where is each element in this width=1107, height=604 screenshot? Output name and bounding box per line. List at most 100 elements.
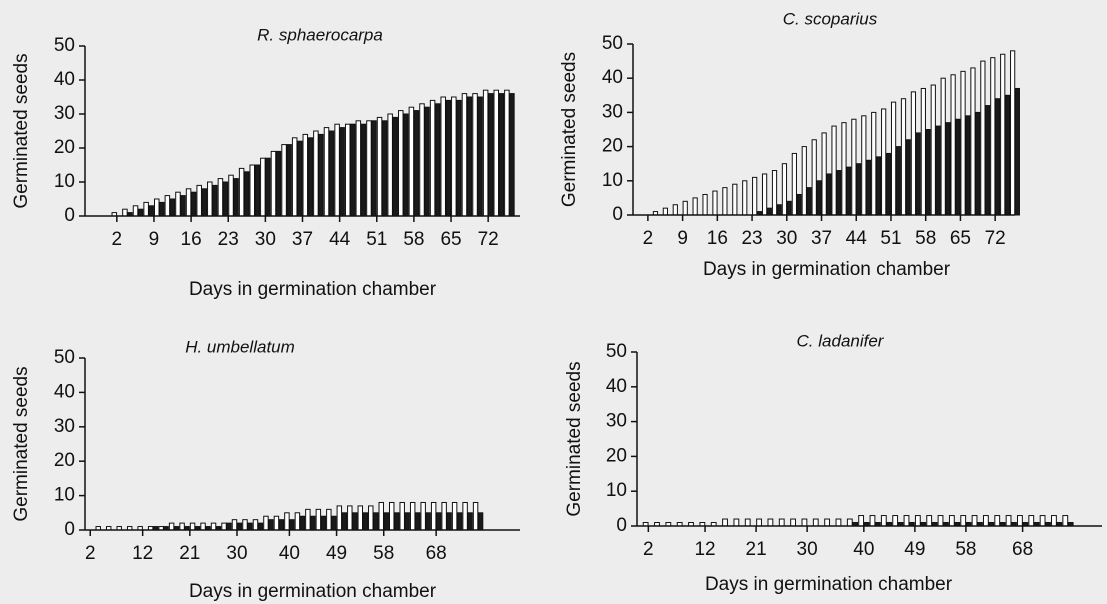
bar — [440, 96, 446, 217]
bar — [179, 522, 185, 531]
x-tick-label: 58 — [955, 539, 976, 560]
x-tick-label: 49 — [326, 543, 347, 564]
bar — [781, 163, 788, 216]
bar — [289, 519, 295, 531]
x-tick-label: 68 — [1012, 539, 1033, 560]
y-tick-label: 20 — [606, 445, 627, 466]
x-tick-label: 9 — [149, 229, 160, 250]
bar — [885, 152, 891, 216]
bar — [228, 174, 234, 217]
bar — [712, 190, 718, 216]
bar — [360, 123, 367, 217]
bar — [831, 125, 837, 216]
bar — [430, 501, 437, 531]
y-axis-label: Germinated seeds — [564, 361, 585, 516]
bar — [164, 195, 171, 217]
x-tick-label: 12 — [132, 543, 153, 564]
bar — [926, 515, 933, 527]
bar — [222, 181, 229, 217]
bar — [1014, 87, 1020, 216]
bar — [776, 204, 782, 216]
bar — [811, 139, 817, 216]
bar — [392, 116, 398, 217]
x-tick-label: 44 — [329, 229, 351, 250]
bar — [786, 200, 792, 216]
bar — [467, 512, 473, 531]
bar — [950, 74, 956, 216]
x-tick-label: 51 — [880, 228, 901, 249]
y-tick-label: 50 — [606, 341, 627, 362]
bar — [221, 522, 227, 531]
bar — [341, 512, 348, 531]
x-tick-label: 72 — [985, 228, 1006, 249]
bar — [190, 191, 197, 217]
bar — [1028, 515, 1035, 527]
bar — [1000, 53, 1006, 216]
bar — [990, 57, 996, 216]
x-axis-label: Days in germination chamber — [189, 581, 437, 602]
x-axis-label: Days in germination chamber — [705, 574, 953, 595]
bar — [940, 77, 946, 216]
chart-title: H. umbellatum — [185, 337, 295, 356]
bar — [446, 512, 452, 531]
bar — [148, 205, 154, 217]
bar — [472, 93, 478, 217]
bar — [692, 197, 698, 216]
bar — [456, 512, 463, 531]
bar — [816, 180, 822, 216]
bar — [207, 181, 213, 217]
bar — [971, 515, 978, 527]
bar — [334, 123, 340, 217]
bar — [790, 518, 796, 527]
x-tick-label: 9 — [677, 228, 688, 249]
bar — [350, 123, 356, 217]
bar — [243, 171, 250, 217]
bar — [284, 512, 290, 531]
bar — [185, 188, 192, 217]
bar — [381, 120, 388, 217]
bar — [355, 120, 362, 217]
bar — [318, 133, 324, 217]
bar — [328, 130, 335, 217]
bar — [960, 515, 967, 527]
bar — [344, 123, 351, 217]
bar — [231, 519, 238, 531]
bar — [201, 188, 207, 217]
bar — [771, 170, 778, 216]
bar — [801, 146, 807, 216]
bar — [362, 512, 368, 531]
bar — [434, 103, 441, 217]
bar — [914, 515, 921, 527]
y-tick-label: 50 — [602, 33, 623, 54]
y-tick-label: 0 — [64, 205, 75, 226]
bar — [263, 515, 269, 531]
bar — [955, 118, 961, 216]
bar — [812, 518, 819, 527]
bar — [268, 519, 274, 531]
bar — [1062, 515, 1069, 527]
bar — [429, 99, 436, 217]
bar — [315, 508, 322, 531]
bar — [732, 183, 738, 216]
y-tick-label: 20 — [54, 450, 75, 471]
x-tick-label: 16 — [181, 229, 202, 250]
x-tick-label: 58 — [373, 543, 394, 564]
bar — [419, 103, 425, 217]
bar — [451, 96, 457, 217]
bar — [378, 501, 384, 531]
bar — [175, 191, 181, 217]
bar — [892, 515, 899, 527]
bar — [210, 522, 217, 531]
bar — [920, 87, 926, 216]
y-tick-label: 20 — [602, 136, 623, 157]
bar — [801, 518, 808, 527]
bar — [357, 505, 364, 531]
x-tick-label: 21 — [179, 543, 200, 564]
bar — [180, 195, 186, 217]
bar — [472, 501, 479, 531]
y-axis-label: Germinated seeds — [11, 366, 32, 521]
bar — [404, 512, 410, 531]
bar — [366, 120, 372, 217]
chart-title: C. scoparius — [783, 9, 878, 28]
bar — [984, 105, 991, 216]
